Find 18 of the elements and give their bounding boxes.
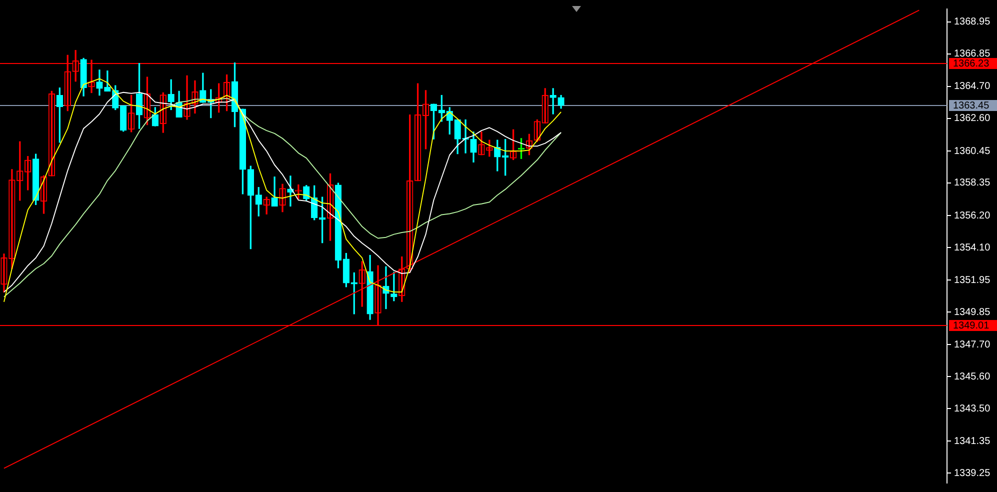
y-tick-label: 1368.95 <box>954 16 991 28</box>
y-tick-label: 1341.35 <box>954 436 991 447</box>
y-tick-label: 1343.50 <box>954 403 991 414</box>
y-tick-label: 1366.85 <box>954 48 991 60</box>
y-tick-label: 1339.25 <box>954 468 991 479</box>
y-tick-label: 1360.45 <box>954 146 991 157</box>
y-tick-label: 1351.95 <box>954 274 991 286</box>
ref-line-label: 1349.01 <box>953 320 990 332</box>
y-tick-label: 1347.70 <box>954 340 991 350</box>
y-tick-label: 1354.10 <box>954 242 991 254</box>
y-tick-label: 1345.60 <box>954 371 991 382</box>
y-tick-label: 1364.70 <box>954 81 991 92</box>
y-tick-label: 1349.85 <box>954 306 991 318</box>
y-tick-label: 1356.20 <box>954 210 991 222</box>
ref-line-label: 1363.45 <box>953 100 990 112</box>
ref-line-label: 1366.23 <box>953 58 990 70</box>
y-tick-label: 1362.60 <box>954 113 991 124</box>
y-tick-label: 1358.35 <box>954 178 991 189</box>
